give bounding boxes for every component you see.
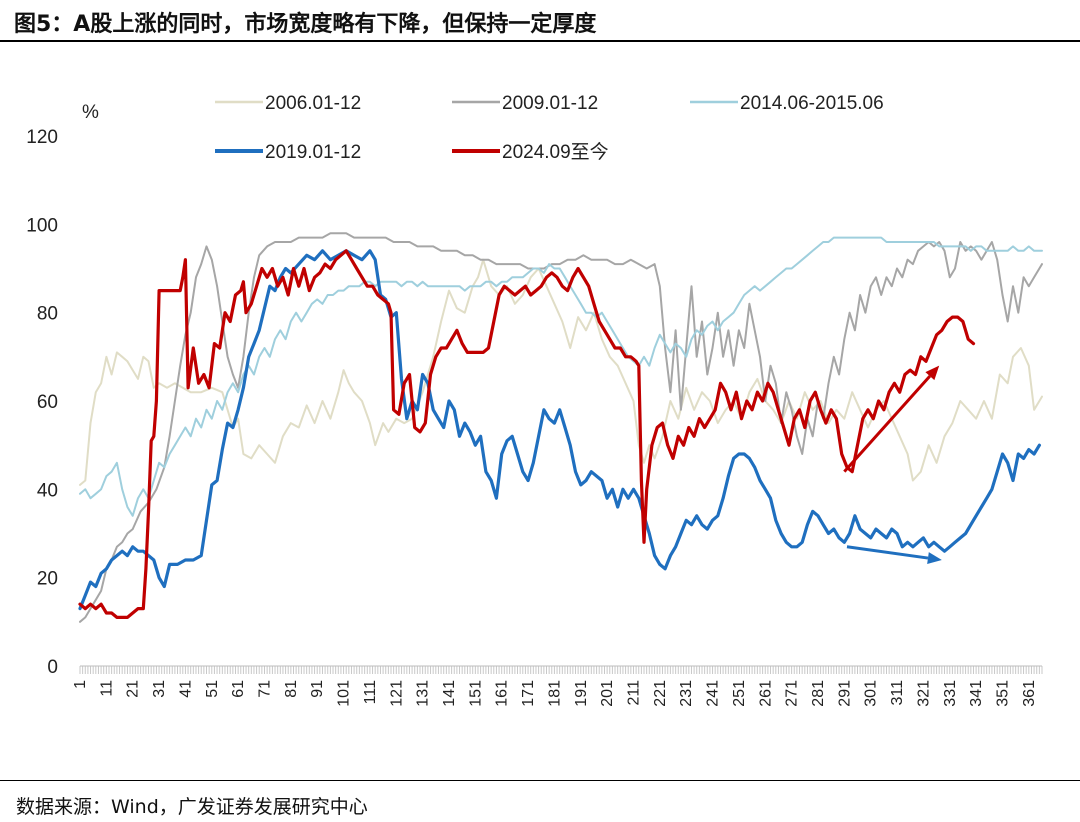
x-tick-label: 271 bbox=[784, 680, 801, 707]
x-tick-label: 131 bbox=[415, 680, 432, 707]
x-tick-label: 1 bbox=[72, 680, 89, 689]
x-tick-label: 141 bbox=[441, 680, 458, 707]
y-tick-label: 100 bbox=[26, 215, 58, 236]
blue-trend-arrow-shaft bbox=[846, 545, 929, 560]
y-tick-label: 120 bbox=[26, 127, 58, 148]
series-line-4 bbox=[78, 249, 1041, 611]
x-tick-label: 191 bbox=[573, 680, 590, 707]
legend-label-1: 2006.01-12 bbox=[265, 93, 361, 114]
x-tick-label: 31 bbox=[151, 680, 168, 698]
legend-label-4: 2019.01-12 bbox=[265, 142, 361, 163]
x-tick-label: 361 bbox=[1021, 680, 1038, 707]
red-trend-arrow-head bbox=[925, 365, 940, 381]
x-tick-label: 261 bbox=[757, 680, 774, 707]
x-tick-label: 331 bbox=[942, 680, 959, 707]
x-tick-label: 291 bbox=[836, 680, 853, 707]
x-tick-label: 51 bbox=[204, 680, 221, 698]
x-tick-label: 181 bbox=[546, 680, 563, 707]
x-axis-band bbox=[80, 666, 1042, 674]
y-tick-label: 80 bbox=[37, 304, 58, 325]
trend-arrows bbox=[843, 365, 942, 565]
series-line-2 bbox=[79, 232, 1043, 623]
x-tick-label: 41 bbox=[177, 680, 194, 698]
x-tick-label: 71 bbox=[256, 680, 273, 698]
figure-title: 图5：A股上涨的同时，市场宽度略有下降，但保持一定厚度 bbox=[14, 12, 597, 37]
title-rule bbox=[0, 40, 1080, 42]
x-tick-label: 91 bbox=[309, 680, 326, 698]
plot-area bbox=[78, 232, 1043, 623]
x-tick-label: 201 bbox=[599, 680, 616, 707]
line-chart: 2006.01-12 2009.01-12 2014.06-2015.06 2019.… bbox=[26, 93, 1043, 707]
source-rule bbox=[0, 780, 1080, 781]
x-tick-label: 281 bbox=[810, 680, 827, 707]
x-tick-label: 21 bbox=[125, 680, 142, 698]
x-tick-label: 161 bbox=[494, 680, 511, 707]
x-tick-label: 11 bbox=[98, 680, 115, 697]
chart-legend: 2006.01-12 2009.01-12 2014.06-2015.06 2019.… bbox=[215, 93, 884, 163]
series-line-3 bbox=[79, 236, 1043, 517]
series-line-1 bbox=[79, 258, 1043, 486]
x-tick-label: 341 bbox=[968, 680, 985, 707]
legend-label-5: 2024.09至今 bbox=[502, 141, 609, 163]
x-tick-label: 101 bbox=[336, 680, 353, 707]
x-tick-label: 171 bbox=[520, 680, 537, 707]
x-tick-label: 211 bbox=[625, 680, 642, 706]
series-line-5 bbox=[78, 249, 976, 619]
x-tick-label: 151 bbox=[467, 680, 484, 707]
x-tick-label: 61 bbox=[230, 680, 247, 698]
x-tick-label: 301 bbox=[863, 680, 880, 707]
x-tick-label: 321 bbox=[915, 680, 932, 707]
x-tick-label: 311 bbox=[889, 680, 906, 706]
red-trend-arrow-shaft bbox=[843, 375, 931, 473]
x-tick-label: 121 bbox=[388, 680, 405, 707]
blue-trend-arrow-head bbox=[927, 552, 942, 565]
legend-label-2: 2009.01-12 bbox=[502, 93, 598, 114]
y-tick-label: 60 bbox=[37, 392, 58, 413]
x-tick-label: 81 bbox=[283, 680, 300, 698]
x-tick-label: 231 bbox=[678, 680, 695, 707]
x-tick-label: 221 bbox=[652, 680, 669, 707]
y-tick-label: 20 bbox=[37, 569, 58, 590]
y-axis-unit: % bbox=[82, 102, 99, 123]
x-tick-label: 351 bbox=[994, 680, 1011, 707]
legend-label-3: 2014.06-2015.06 bbox=[740, 93, 884, 114]
y-tick-label: 0 bbox=[47, 657, 58, 678]
x-tick-label: 111 bbox=[362, 680, 379, 704]
x-tick-label: 251 bbox=[731, 680, 748, 707]
y-axis: 0 20 40 60 80 100 120 bbox=[26, 127, 58, 678]
x-axis: 1 11 21 31 41 51 61 71 81 91 101 111 121 131 141 151 161… bbox=[72, 665, 1043, 707]
x-tick-label: 241 bbox=[705, 680, 722, 707]
y-tick-label: 40 bbox=[37, 480, 58, 501]
source-note: 数据来源：Wind，广发证券发展研究中心 bbox=[16, 796, 368, 818]
